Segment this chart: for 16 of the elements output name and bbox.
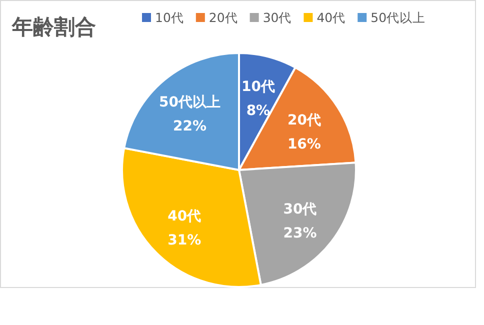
slice-label: 40代	[168, 208, 202, 225]
data-label: 31%	[168, 232, 202, 249]
legend-label: 40代	[316, 10, 346, 25]
chart-title: 年齢割合	[11, 15, 96, 39]
legend-label: 50代以上	[370, 10, 426, 25]
slice-label: 20代	[287, 112, 321, 129]
slice-label: 10代	[241, 79, 275, 96]
data-label: 22%	[173, 118, 207, 134]
slice-label: 50代以上	[159, 94, 221, 110]
data-label: 23%	[283, 225, 317, 242]
slice-label: 30代	[283, 201, 317, 218]
data-label: 16%	[287, 136, 321, 153]
legend-label: 10代	[155, 10, 184, 25]
data-label: 8%	[246, 103, 270, 120]
legend-label: 30代	[262, 10, 292, 25]
legend-label: 20代	[208, 10, 238, 25]
